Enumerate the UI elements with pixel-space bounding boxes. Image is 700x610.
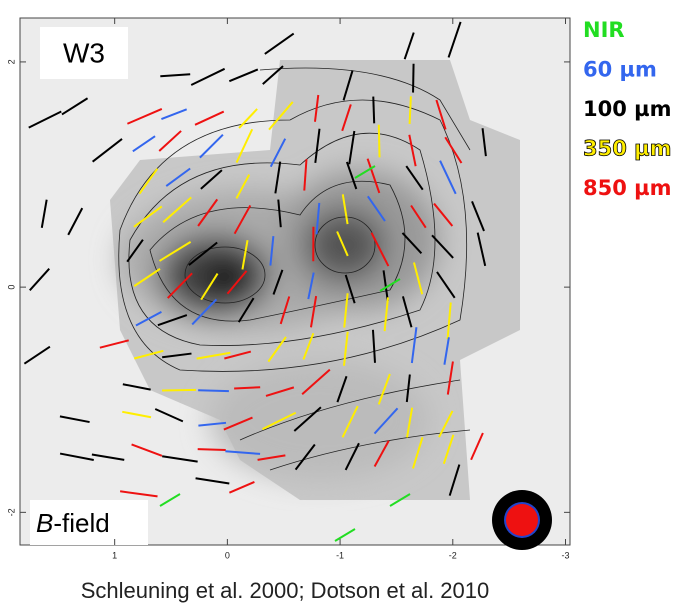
field-label: B-field [36, 508, 110, 538]
vector [198, 390, 229, 391]
vector [410, 96, 411, 124]
x-tick-label: -1 [336, 550, 344, 560]
legend-entry: NIR [583, 18, 625, 42]
legend-entry: 60 µm [583, 58, 657, 82]
vector [379, 125, 380, 158]
y-tick-label: 2 [6, 59, 16, 64]
legend-entry: 850 µm [583, 176, 671, 200]
y-tick-label: 0 [6, 285, 16, 290]
field-symbol: B [36, 508, 53, 538]
legend-entry: 100 µm [583, 97, 671, 121]
region-label: W3 [63, 37, 105, 68]
caption: Schleuning et al. 2000; Dotson et al. 20… [81, 578, 490, 603]
vector [373, 97, 374, 124]
vector [162, 390, 196, 391]
x-tick-label: -2 [449, 550, 457, 560]
legend-entry: 350 µm [583, 137, 671, 161]
figure: W3 B-field 1 0 -1 -2 -3 2 0 -2 NIR 60 µm 100 µm 35… [0, 0, 700, 610]
vector [234, 387, 260, 388]
x-tick-label: 1 [112, 550, 117, 560]
field-text: -field [53, 508, 109, 538]
legend: NIR 60 µm 100 µm 350 µm 850 µm [583, 18, 671, 200]
x-tick-label: -3 [561, 550, 569, 560]
y-tick-label: -2 [6, 508, 16, 516]
beam [492, 490, 552, 550]
x-tick-label: 0 [225, 550, 230, 560]
vector [413, 64, 414, 93]
vector [198, 449, 226, 450]
